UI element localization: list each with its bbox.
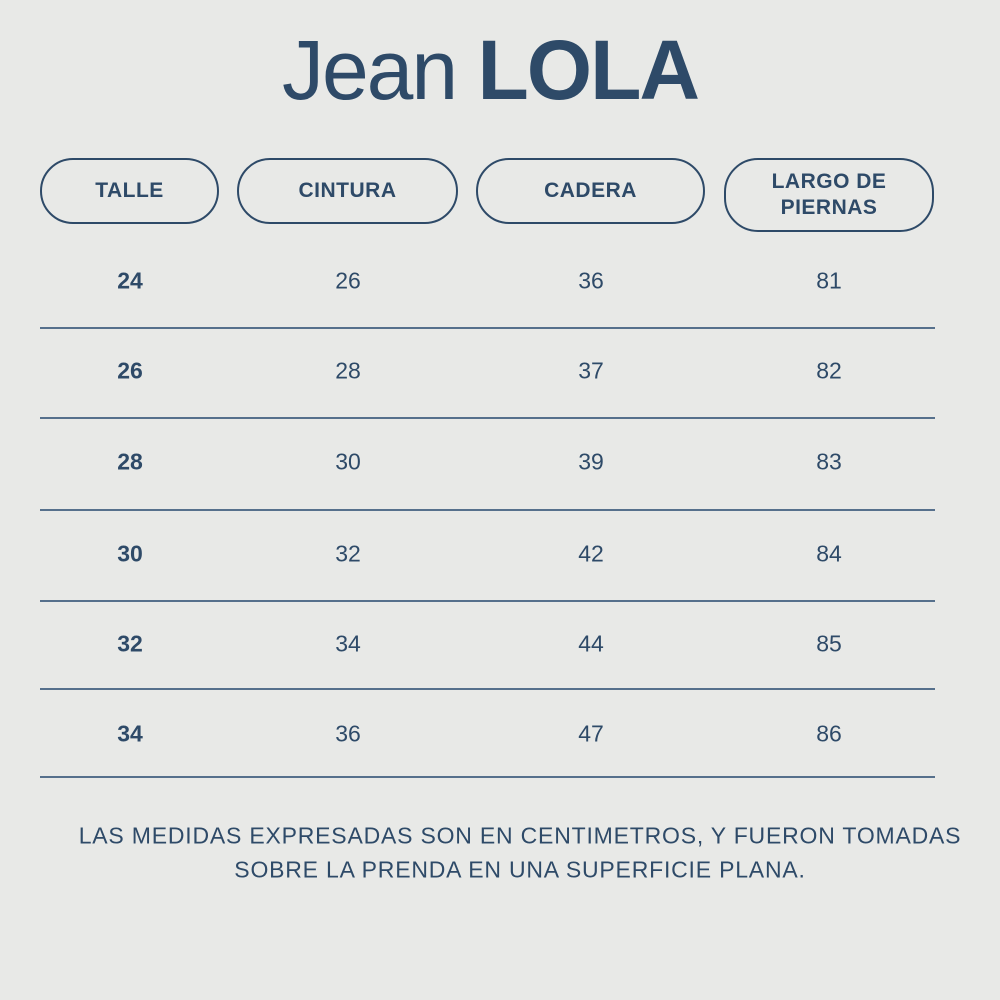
- table-cell: 42: [578, 540, 604, 567]
- column-header: CADERA: [476, 158, 705, 224]
- table-cell: 85: [816, 630, 842, 657]
- column-header: CINTURA: [237, 158, 458, 224]
- table-cell: 81: [816, 267, 842, 294]
- table-cell: 44: [578, 630, 604, 657]
- note-line: LAS MEDIDAS EXPRESADAS SON EN CENTIMETRO…: [78, 822, 962, 849]
- row-divider: [40, 509, 935, 511]
- title: Jean LOLA: [0, 28, 980, 112]
- table-cell: 30: [117, 540, 143, 567]
- table-cell: 37: [578, 357, 604, 384]
- table-cell: 36: [578, 267, 604, 294]
- table-cell: 26: [335, 267, 361, 294]
- table-cell: 34: [117, 720, 143, 747]
- title-bold: LOLA: [477, 23, 700, 117]
- table-cell: 47: [578, 720, 604, 747]
- column-header: TALLE: [40, 158, 219, 224]
- table-cell: 30: [335, 448, 361, 475]
- title-light: Jean: [281, 23, 458, 117]
- table-cell: 34: [335, 630, 361, 657]
- table-cell: 24: [117, 267, 143, 294]
- table-cell: 39: [578, 448, 604, 475]
- table-cell: 86: [816, 720, 842, 747]
- table-cell: 26: [117, 357, 143, 384]
- note-line: SOBRE LA PRENDA EN UNA SUPERFICIE PLANA.: [234, 856, 806, 883]
- table-cell: 84: [816, 540, 842, 567]
- table-cell: 32: [335, 540, 361, 567]
- table-cell: 83: [816, 448, 842, 475]
- table-cell: 82: [816, 357, 842, 384]
- row-divider: [40, 600, 935, 602]
- table-cell: 32: [117, 630, 143, 657]
- table-cell: 28: [335, 357, 361, 384]
- row-divider: [40, 327, 935, 329]
- row-divider: [40, 776, 935, 778]
- table-cell: 28: [117, 448, 143, 475]
- row-divider: [40, 688, 935, 690]
- table-cell: 36: [335, 720, 361, 747]
- row-divider: [40, 417, 935, 419]
- column-header: LARGO DE PIERNAS: [724, 158, 934, 232]
